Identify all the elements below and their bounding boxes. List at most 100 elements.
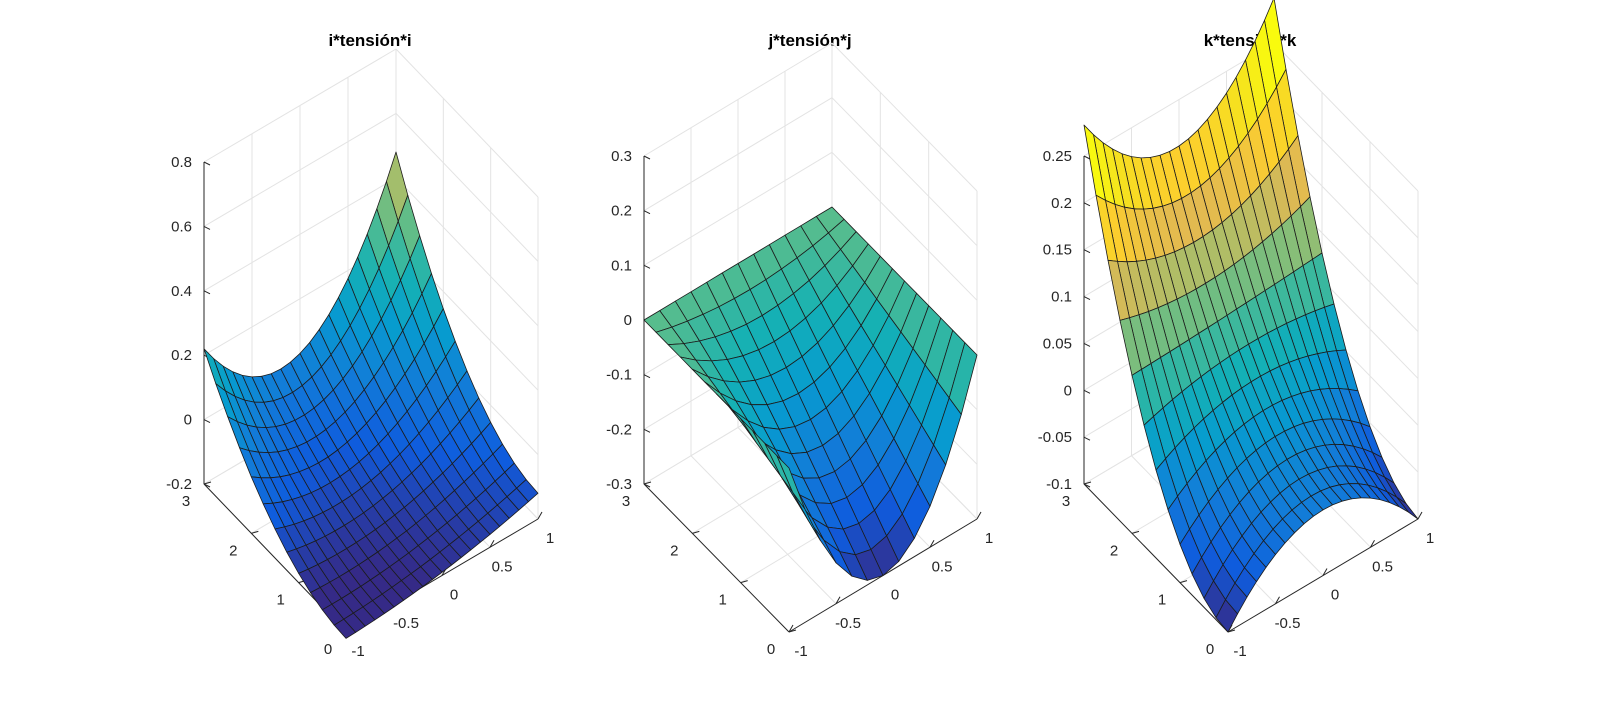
surface-plot-i-tension-i: i*tensión*i -1 -0.5 0 0.5 1 0 1 2 3-0.2 0 0.2 0.4 0.… — [166, 31, 554, 660]
z-tick-label: -0.05 — [1038, 429, 1072, 446]
y-tick-mark — [1131, 530, 1140, 534]
plot-title: k*tensión*k — [1204, 31, 1297, 50]
z-tick-label: 0.4 — [171, 283, 192, 300]
y-tick-label: 3 — [182, 493, 190, 510]
z-tick-mark — [643, 264, 651, 269]
z-tick-mark — [1083, 202, 1091, 207]
z-tick-label: 0.05 — [1043, 335, 1072, 352]
z-tick-label: 0 — [624, 312, 632, 329]
z-tick-mark — [1083, 155, 1091, 160]
y-tick-mark — [251, 530, 259, 534]
axes: -1 -0.5 0 0.5 1 0 1 2 3-0.1 -0.05 0 0.05 0.1 0.15 0.2 0… — [1038, 148, 1434, 660]
y-tick-label: 1 — [718, 592, 726, 609]
x-tick-label: 0 — [450, 587, 458, 604]
surface-patch — [333, 618, 357, 639]
wall-grid-line — [395, 177, 539, 327]
x-tick-label: 1 — [1426, 530, 1434, 547]
surface-patch — [1215, 599, 1238, 633]
y-tick-mark — [788, 629, 797, 633]
x-tick-label: 1 — [546, 530, 554, 547]
z-tick-label: 0.2 — [611, 203, 632, 220]
z-tick-mark — [1083, 436, 1091, 441]
surface-plot-k-tension-k: k*tensión*k -1 -0.5 0 0.5 1 0 1 2 3-0.1 -0.05 0 0.0… — [1038, 0, 1434, 660]
z-tick-mark — [1083, 249, 1091, 254]
x-tick-label: 0.5 — [1372, 558, 1393, 575]
wall-grid-line — [395, 113, 539, 262]
z-tick-label: -0.2 — [606, 421, 632, 438]
y-tick-label: 3 — [1062, 493, 1070, 510]
z-tick-label: 0.2 — [1051, 195, 1072, 212]
z-tick-label: 0.2 — [171, 347, 192, 364]
x-tick-label: -1 — [794, 643, 807, 660]
surface — [643, 206, 978, 581]
z-tick-label: 0.3 — [611, 148, 632, 165]
x-tick-label: -0.5 — [835, 615, 861, 632]
y-tick-label: 3 — [622, 493, 630, 510]
x-tick-label: 1 — [985, 530, 993, 547]
y-tick-mark — [1083, 481, 1092, 485]
x-tick-mark — [489, 540, 495, 548]
y-tick-label: 0 — [767, 641, 775, 658]
z-tick-mark — [643, 210, 651, 215]
y-tick-mark — [692, 530, 700, 534]
wall-grid-line — [1273, 42, 1419, 192]
x-tick-mark — [835, 596, 841, 604]
z-tick-label: 0.6 — [171, 218, 192, 235]
z-tick-label: 0 — [1064, 382, 1072, 399]
x-tick-label: 0.5 — [932, 558, 953, 575]
x-tick-mark — [1322, 568, 1328, 576]
y-tick-mark — [643, 481, 652, 485]
z-tick-label: 0.1 — [1051, 289, 1072, 306]
surface-plot-j-tension-j: j*tensión*j -1 -0.5 0 0.5 1 0 1 2 3-0.3 -0.2 -0.1 0… — [606, 31, 993, 660]
z-tick-label: 0 — [184, 412, 192, 429]
z-tick-label: -0.1 — [606, 367, 632, 384]
z-tick-mark — [203, 419, 211, 424]
surface-patch — [1396, 496, 1419, 520]
surface-patch — [776, 455, 806, 510]
wall-grid-line — [395, 48, 539, 198]
y-axis-line — [643, 483, 790, 633]
z-tick-mark — [203, 225, 211, 230]
z-tick-mark — [1083, 483, 1091, 488]
wall-grid-line — [831, 97, 978, 247]
y-tick-label: 0 — [324, 641, 332, 658]
x-tick-label: 0.5 — [492, 558, 513, 575]
z-tick-mark — [203, 161, 211, 166]
y-tick-label: 2 — [229, 542, 237, 559]
wall-grid-line — [1273, 89, 1419, 239]
wall-grid-line — [203, 177, 397, 292]
y-axis-line — [1083, 483, 1229, 633]
z-tick-label: 0.1 — [611, 257, 632, 274]
wall-grid-line — [203, 48, 397, 163]
y-tick-label: 0 — [1206, 641, 1214, 658]
x-tick-mark — [537, 511, 543, 520]
surface — [1083, 0, 1419, 633]
x-tick-mark — [1370, 540, 1375, 548]
z-tick-mark — [1083, 342, 1091, 347]
z-tick-label: -0.3 — [606, 476, 632, 493]
z-tick-mark — [1083, 389, 1091, 394]
z-tick-label: 0.8 — [171, 154, 192, 171]
z-tick-mark — [203, 290, 211, 295]
z-tick-mark — [203, 483, 211, 488]
y-tick-mark — [1179, 580, 1188, 584]
x-tick-mark — [929, 540, 935, 548]
z-tick-mark — [1083, 296, 1091, 301]
x-tick-mark — [1417, 511, 1423, 520]
wall-grid-line — [643, 151, 833, 266]
z-tick-mark — [643, 155, 651, 160]
wall-grid-line — [831, 42, 978, 192]
y-tick-mark — [203, 481, 212, 485]
x-tick-mark — [1275, 596, 1280, 604]
z-tick-label: 0.25 — [1043, 148, 1072, 165]
wall-grid-line — [203, 112, 397, 227]
plot-title: j*tensión*j — [767, 31, 851, 50]
y-tick-label: 1 — [1158, 592, 1166, 609]
plot-title: i*tensión*i — [328, 31, 411, 50]
surface — [203, 151, 539, 639]
x-tick-mark — [788, 624, 794, 633]
y-tick-mark — [1227, 629, 1236, 633]
y-tick-label: 2 — [1110, 542, 1118, 559]
floor-grid-line — [690, 455, 837, 605]
y-tick-mark — [740, 580, 748, 584]
